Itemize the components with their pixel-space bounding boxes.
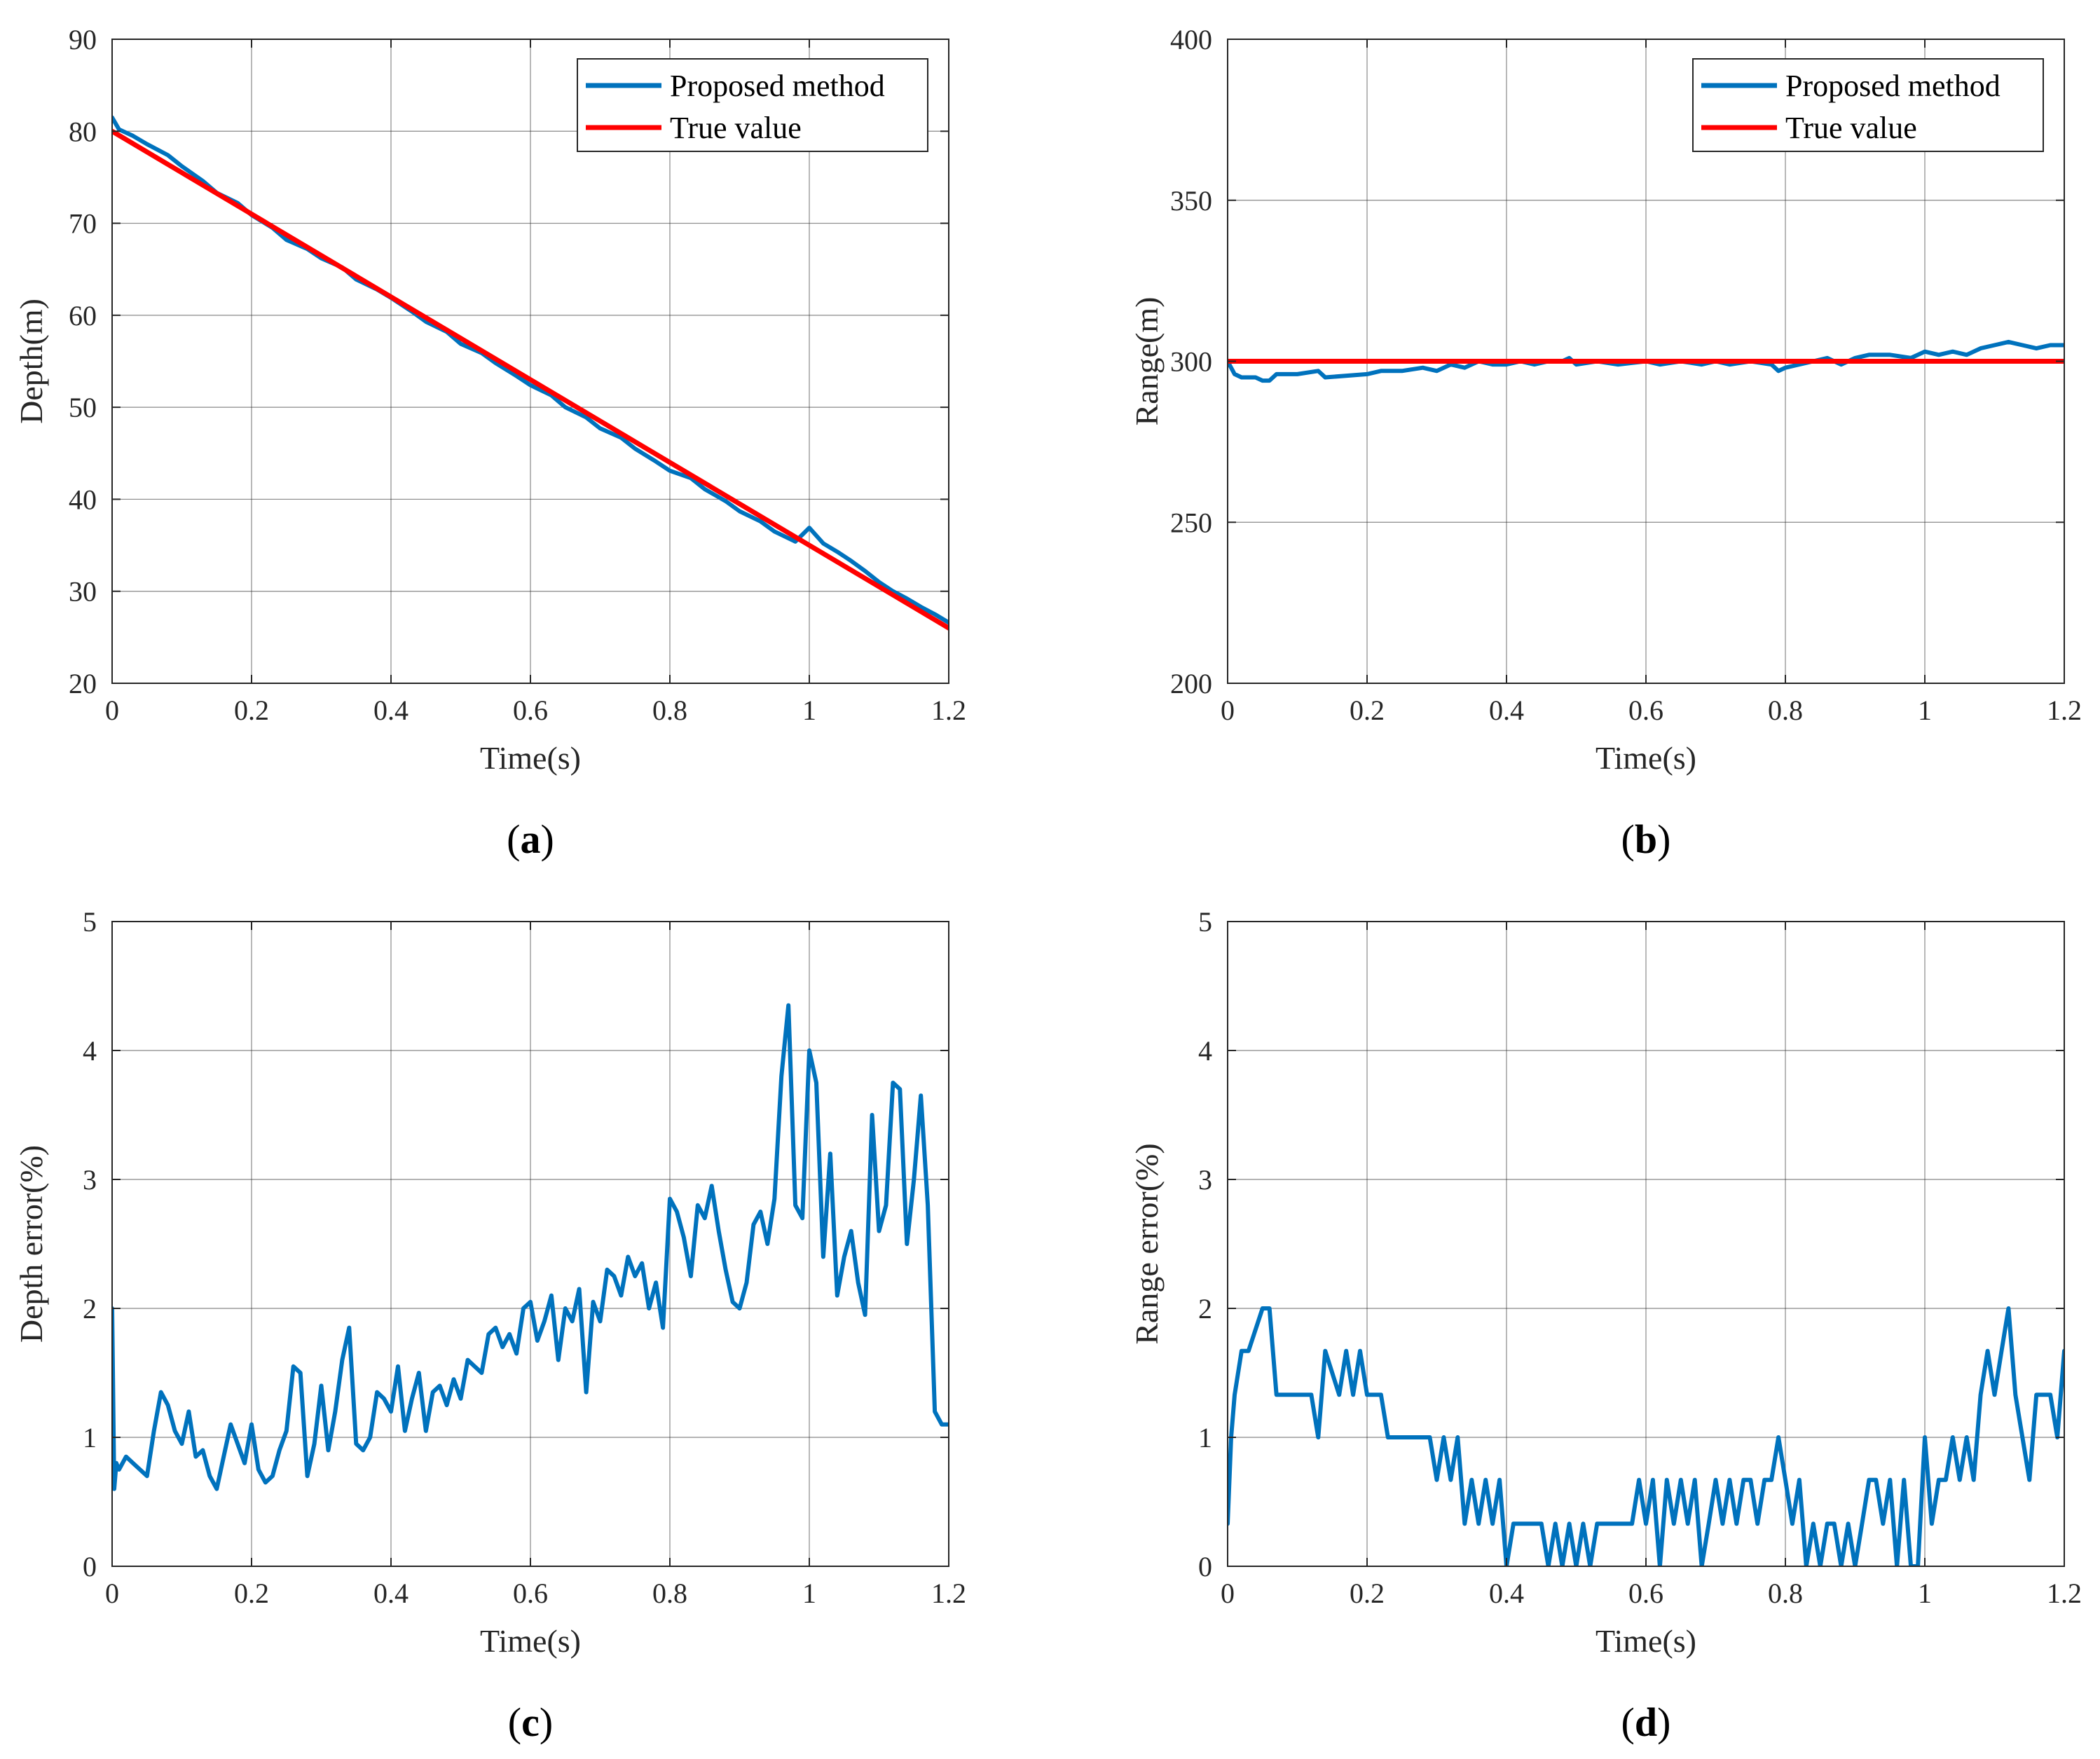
- legend: Proposed method True value: [577, 58, 928, 152]
- legend-label: True value: [670, 111, 802, 145]
- x-axis-label: Time(s): [480, 1623, 581, 1659]
- y-axis-label: Range(m): [1129, 297, 1165, 426]
- series-line-primary: [1228, 1306, 2064, 1566]
- x-axis-label: Time(s): [1595, 740, 1696, 776]
- y-axis-label: Depth(m): [13, 299, 49, 424]
- legend-label: Proposed method: [670, 69, 885, 103]
- y-tick-label: 4: [83, 1035, 97, 1067]
- x-tick-label: 1: [1918, 694, 1932, 726]
- x-tick-label: 0: [105, 1577, 119, 1609]
- y-tick-label: 2: [1198, 1293, 1212, 1325]
- y-tick-label: 20: [69, 668, 97, 699]
- x-tick-label: 1: [802, 1577, 816, 1609]
- y-tick-label: 2: [83, 1293, 97, 1325]
- x-tick-label: 0.6: [1628, 1577, 1663, 1609]
- x-tick-label: 0: [105, 694, 119, 726]
- x-tick-label: 1.2: [931, 694, 966, 726]
- x-axis-label: Time(s): [480, 740, 581, 776]
- y-tick-label: 400: [1170, 24, 1212, 55]
- x-tick-label: 0.8: [1768, 694, 1803, 726]
- x-tick-label: 0.4: [373, 1577, 409, 1609]
- chart-panel-c: 0 0.2 0.4 0.6 0.8 1 1.2 0 1 2 3 4 5 Time(s) Depth erro…: [13, 906, 966, 1745]
- x-tick-label: 1: [1918, 1577, 1932, 1609]
- x-tick-label: 0.4: [1489, 694, 1524, 726]
- panel-label: (d): [1621, 1699, 1671, 1745]
- x-tick-label: 1.2: [2047, 694, 2082, 726]
- x-tick-label: 0.2: [1350, 694, 1385, 726]
- y-tick-label: 50: [69, 392, 97, 423]
- y-tick-label: 350: [1170, 185, 1212, 217]
- x-tick-label: 0.8: [1768, 1577, 1803, 1609]
- y-tick-label: 4: [1198, 1035, 1212, 1067]
- x-tick-label: 0.4: [373, 694, 409, 726]
- y-tick-label: 0: [83, 1551, 97, 1582]
- y-tick-label: 5: [83, 906, 97, 938]
- x-tick-label: 0.2: [1350, 1577, 1385, 1609]
- x-tick-label: 0.2: [234, 694, 269, 726]
- y-tick-label: 5: [1198, 906, 1212, 938]
- x-tick-label: 0.6: [1628, 694, 1663, 726]
- y-tick-label: 1: [1198, 1422, 1212, 1453]
- x-tick-label: 1.2: [2047, 1577, 2082, 1609]
- legend: Proposed method True value: [1692, 58, 2044, 152]
- x-tick-label: 0.4: [1489, 1577, 1524, 1609]
- y-tick-label: 30: [69, 576, 97, 608]
- y-tick-label: 3: [83, 1164, 97, 1196]
- y-tick-label: 70: [69, 208, 97, 240]
- y-tick-label: 300: [1170, 346, 1212, 378]
- x-tick-label: 0.6: [513, 1577, 548, 1609]
- y-axis-label: Range error(%): [1129, 1143, 1165, 1344]
- y-tick-label: 90: [69, 24, 97, 55]
- y-tick-label: 250: [1170, 507, 1212, 538]
- x-tick-label: 0: [1221, 1577, 1235, 1609]
- y-tick-label: 80: [69, 116, 97, 147]
- x-tick-label: 0.8: [652, 694, 687, 726]
- x-tick-label: 1.2: [931, 1577, 966, 1609]
- x-axis-label: Time(s): [1595, 1623, 1696, 1659]
- x-tick-label: 0: [1221, 694, 1235, 726]
- series-line-true-value: [112, 128, 949, 631]
- series-line-primary: [112, 1003, 949, 1491]
- chart-panel-d: 0 0.2 0.4 0.6 0.8 1 1.2 0 1 2 3 4 5 Time(s) Range erro…: [1129, 906, 2082, 1745]
- legend-label: True value: [1785, 111, 1917, 145]
- chart-panel-a: 0 0.2 0.4 0.6 0.8 1 1.2 20 30 40 50 60 70 80 90 Time(s)…: [13, 24, 966, 862]
- y-tick-label: 1: [83, 1422, 97, 1453]
- x-tick-label: 0.6: [513, 694, 548, 726]
- x-tick-label: 0.2: [234, 1577, 269, 1609]
- panel-label: (b): [1621, 816, 1671, 862]
- chart-panel-b: 0 0.2 0.4 0.6 0.8 1 1.2 200 250 300 350 400 Time(s) R…: [1129, 24, 2082, 862]
- y-tick-label: 3: [1198, 1164, 1212, 1196]
- panel-label: (a): [507, 816, 554, 862]
- x-tick-label: 1: [802, 694, 816, 726]
- panel-label: (c): [508, 1699, 553, 1745]
- x-tick-label: 0.8: [652, 1577, 687, 1609]
- y-tick-label: 0: [1198, 1551, 1212, 1582]
- y-tick-label: 40: [69, 484, 97, 515]
- y-tick-label: 200: [1170, 668, 1212, 699]
- y-tick-label: 60: [69, 300, 97, 331]
- legend-box: [1692, 58, 2044, 152]
- legend-box: [577, 58, 928, 152]
- legend-label: Proposed method: [1785, 69, 2001, 103]
- y-axis-label: Depth error(%): [13, 1145, 49, 1343]
